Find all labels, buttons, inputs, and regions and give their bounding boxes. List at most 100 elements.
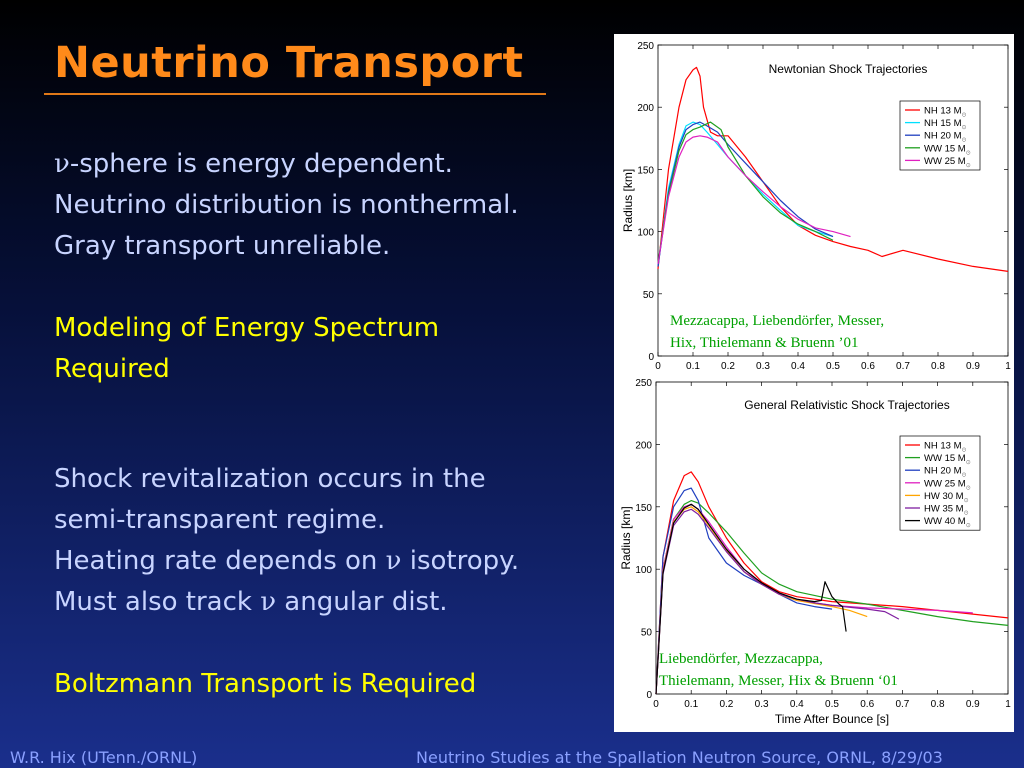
solar-mass-subscript: ⊙	[961, 113, 966, 119]
series-line	[655, 503, 847, 695]
series-line	[655, 500, 1009, 695]
series-line	[657, 121, 834, 263]
solar-mass-subscript: ⊙	[966, 150, 971, 156]
legend-entry: NH 13 M⊙	[924, 441, 967, 454]
solar-mass-subscript: ⊙	[964, 511, 969, 517]
legend-entry: HW 35 M⊙	[924, 504, 969, 517]
legend-entry: WW 25 M⊙	[924, 156, 971, 169]
nu-symbol: ν	[54, 149, 70, 179]
legend-entry: WW 40 M⊙	[924, 516, 971, 529]
footer-author: W.R. Hix (UTenn./ORNL)	[10, 748, 198, 767]
text-fragment: Must also track	[54, 587, 261, 617]
x-tick-label: 0	[655, 361, 661, 372]
legend-entry: HW 30 M⊙	[924, 491, 969, 504]
x-tick-label: 1	[1005, 361, 1011, 372]
solar-mass-subscript: ⊙	[961, 448, 966, 454]
text-fragment: Heating rate depends on	[54, 546, 386, 576]
footer-event: Neutrino Studies at the Spallation Neutr…	[416, 748, 943, 767]
legend-entry: WW 15 M⊙	[924, 453, 971, 466]
text-block-shock-revitalization: Shock revitalization occurs in the semi-…	[54, 459, 519, 623]
nu-symbol: ν	[260, 587, 277, 617]
text-line: semi-transparent regime.	[54, 505, 386, 535]
chart-title: General Relativistic Shock Trajectories	[744, 398, 949, 412]
x-tick-label: 0.7	[895, 699, 909, 710]
y-tick-label: 0	[648, 352, 654, 363]
text-fragment: -sphere is energy dependent.	[69, 149, 453, 179]
text-line: ν-sphere is energy dependent.	[54, 144, 519, 185]
shock-trajectory-figure: 0 0.1 0.2 0.3 0.4 0.5 0.6 0.7 0.8 0.9 105010015020…	[619, 41, 1011, 726]
x-tick-label: 0.6	[861, 361, 875, 372]
solar-mass-subscript: ⊙	[961, 473, 966, 479]
text-line: Boltzmann Transport is Required	[54, 669, 477, 699]
series-line	[655, 471, 1009, 695]
y-tick-label: 200	[637, 103, 654, 114]
credit-line: Mezzacappa, Liebendörfer, Messer,	[670, 313, 884, 329]
x-tick-label: 0.1	[686, 361, 700, 372]
x-tick-label: 0.9	[966, 361, 980, 372]
x-tick-label: 0	[653, 699, 659, 710]
series-line	[657, 66, 1009, 272]
text-line: Must also track ν angular dist.	[54, 582, 519, 623]
text-line: Heating rate depends on ν isotropy.	[54, 541, 519, 582]
text-line: Modeling of Energy Spectrum	[54, 313, 440, 343]
chart-title: Newtonian Shock Trajectories	[769, 62, 928, 76]
y-tick-label: 150	[637, 165, 654, 176]
solar-mass-subscript: ⊙	[961, 125, 966, 131]
x-tick-label: 0.3	[756, 361, 770, 372]
x-tick-label: 0.5	[825, 699, 839, 710]
solar-mass-subscript: ⊙	[966, 163, 971, 169]
y-axis-label: Radius [km]	[621, 169, 635, 232]
x-tick-label: 0.8	[931, 361, 945, 372]
x-tick-label: 0.5	[826, 361, 840, 372]
legend-entry: NH 13 M⊙	[924, 106, 967, 119]
solar-mass-subscript: ⊙	[964, 498, 969, 504]
series-line	[657, 135, 851, 264]
x-tick-label: 0.6	[860, 699, 874, 710]
text-line: Shock revitalization occurs in the	[54, 464, 486, 494]
x-tick-label: 0.9	[966, 699, 980, 710]
x-tick-label: 0.4	[790, 699, 804, 710]
series-line	[657, 121, 834, 267]
credit-line: Thielemann, Messer, Hix & Bruenn ‘01	[659, 673, 898, 689]
credit-line: Hix, Thielemann & Bruenn ’01	[670, 335, 858, 351]
series-line	[655, 508, 900, 695]
text-block-nu-sphere: ν-sphere is energy dependent. Neutrino d…	[54, 144, 519, 267]
x-tick-label: 0.7	[896, 361, 910, 372]
y-tick-label: 200	[635, 440, 652, 451]
text-fragment: angular dist.	[276, 587, 448, 617]
y-tick-label: 50	[643, 290, 655, 301]
y-tick-label: 250	[637, 41, 654, 52]
text-block-energy-spectrum: Modeling of Energy Spectrum Required	[54, 308, 439, 390]
legend-entry: NH 20 M⊙	[924, 131, 967, 144]
legend-entry: WW 25 M⊙	[924, 478, 971, 491]
x-tick-label: 0.2	[719, 699, 733, 710]
legend-entry: NH 20 M⊙	[924, 466, 967, 479]
chart-2: 0 0.1 0.2 0.3 0.4 0.5 0.6 0.7 0.8 0.9 1 0 50 100 150 20…	[619, 378, 1011, 726]
y-tick-label: 100	[635, 565, 652, 576]
text-line: Gray transport unreliable.	[54, 231, 391, 261]
solar-mass-subscript: ⊙	[961, 138, 966, 144]
y-tick-label: 50	[641, 628, 653, 639]
x-tick-label: 0.4	[791, 361, 805, 372]
text-line: Neutrino distribution is nonthermal.	[54, 190, 519, 220]
y-tick-label: 100	[637, 228, 654, 239]
figure-panel: 0 0.1 0.2 0.3 0.4 0.5 0.6 0.7 0.8 0.9 1 0 50 100 150 20…	[614, 34, 1014, 732]
credit-line: Liebendörfer, Mezzacappa,	[659, 651, 823, 667]
text-fragment: isotropy.	[401, 546, 520, 576]
chart-1: 0 0.1 0.2 0.3 0.4 0.5 0.6 0.7 0.8 0.9 1 0 50 100 150 20…	[621, 41, 1011, 372]
series-line	[655, 487, 833, 695]
solar-mass-subscript: ⊙	[966, 485, 971, 491]
plot-frame	[657, 44, 1009, 357]
title-underline	[44, 93, 546, 95]
x-tick-label: 1	[1005, 699, 1011, 710]
y-axis-label: Radius [km]	[619, 506, 633, 569]
x-axis-label: Time After Bounce [s]	[775, 712, 889, 726]
x-tick-label: 0.3	[755, 699, 769, 710]
text-line: Required	[54, 354, 170, 384]
nu-symbol: ν	[385, 546, 402, 576]
text-block-boltzmann: Boltzmann Transport is Required	[54, 664, 476, 705]
legend-entry: WW 15 M⊙	[924, 143, 971, 156]
x-tick-label: 0.2	[721, 361, 735, 372]
y-tick-label: 0	[646, 690, 652, 701]
legend-entry: NH 15 M⊙	[924, 118, 967, 131]
